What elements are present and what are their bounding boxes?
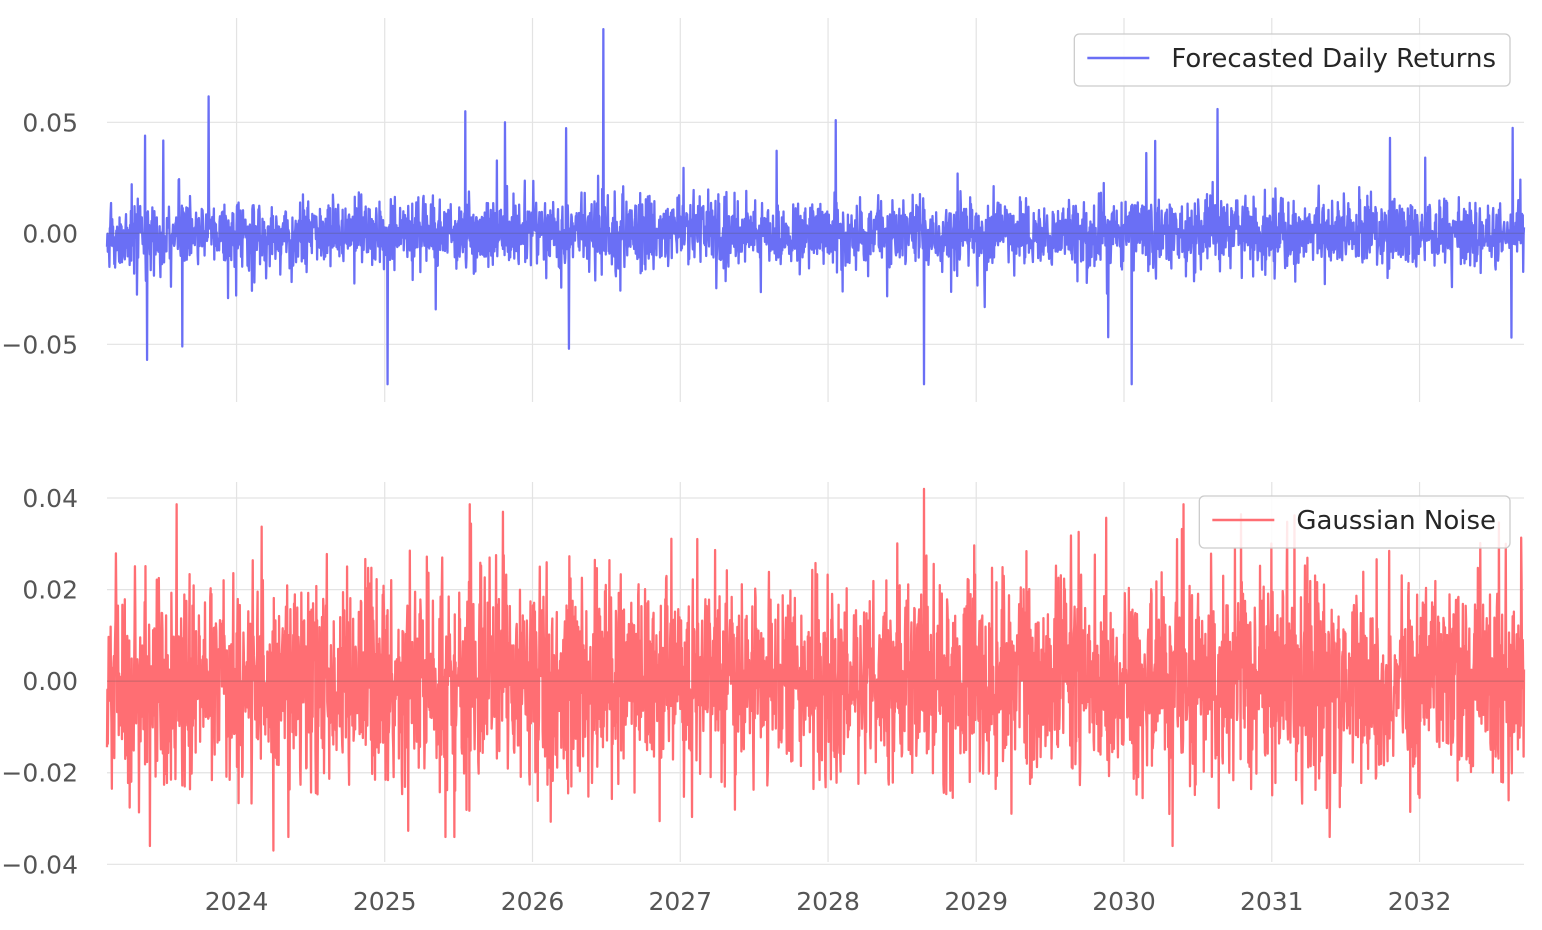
y-tick-label: 0.00 — [22, 219, 78, 248]
returns-panel: 0.05 0.00 −0.05 Forecasted Daily Returns — [1, 18, 1526, 402]
x-tick-label: 2032 — [1388, 887, 1452, 916]
y-tick-label: −0.05 — [1, 330, 78, 359]
noise-legend-box — [1198, 495, 1511, 549]
y-tick-label: 0.00 — [22, 667, 78, 696]
noise-legend-label: Gaussian Noise — [1296, 506, 1496, 536]
y-tick-label: −0.02 — [1, 759, 78, 788]
returns-series-line — [105, 27, 1526, 386]
y-tick-label: 0.05 — [22, 108, 78, 137]
x-tick-label: 2028 — [796, 887, 860, 916]
x-tick-label: 2026 — [501, 887, 565, 916]
returns-y-tick-labels: 0.05 0.00 −0.05 — [1, 108, 78, 359]
returns-legend-box — [1073, 33, 1511, 87]
noise-legend: Gaussian Noise — [1198, 495, 1511, 549]
x-tick-label: 2029 — [944, 887, 1008, 916]
returns-legend: Forecasted Daily Returns — [1073, 33, 1511, 87]
x-tick-label: 2027 — [648, 887, 712, 916]
x-tick-label: 2031 — [1240, 887, 1304, 916]
y-tick-label: −0.04 — [1, 850, 78, 879]
y-tick-label: 0.02 — [22, 576, 78, 605]
x-tick-label: 2024 — [205, 887, 269, 916]
x-tick-labels: 2024 2025 2026 2027 2028 2029 2030 2031 2032 — [205, 887, 1452, 916]
y-tick-label: 0.04 — [22, 484, 78, 513]
noise-panel: 0.040.020.00−0.02−0.04 2024 2025 2026 2027 2… — [1, 482, 1526, 916]
x-tick-label: 2030 — [1092, 887, 1156, 916]
noise-y-tick-labels: 0.04 0.02 0.00 −0.02 −0.04 — [1, 484, 78, 879]
noise-series-line — [105, 487, 1526, 852]
x-tick-label: 2025 — [353, 887, 417, 916]
returns-legend-label: Forecasted Daily Returns — [1171, 44, 1496, 74]
